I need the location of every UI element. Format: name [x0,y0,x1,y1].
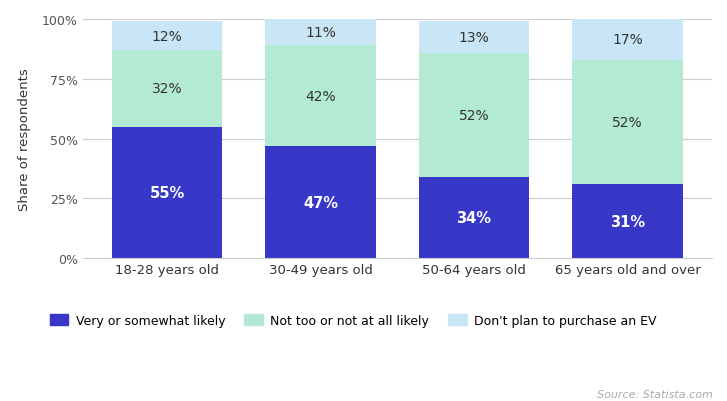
Text: 17%: 17% [612,33,643,47]
Bar [419,53,529,178]
Bar [419,178,529,259]
Text: 13%: 13% [459,31,489,45]
Text: 12%: 12% [152,30,182,44]
Bar [572,185,683,259]
Text: 55%: 55% [150,186,185,200]
Text: 31%: 31% [610,214,645,229]
Bar [265,46,376,146]
Text: 47%: 47% [303,195,338,210]
Text: 34%: 34% [457,211,491,226]
Bar [112,22,222,51]
Bar [265,146,376,259]
Legend: Very or somewhat likely, Not too or not at all likely, Don't plan to purchase an: Very or somewhat likely, Not too or not … [44,308,663,333]
Bar [572,61,683,185]
Text: 52%: 52% [612,115,643,130]
Text: 52%: 52% [459,108,489,122]
Bar [112,51,222,128]
Text: 42%: 42% [305,89,336,103]
Bar [419,22,529,53]
Text: Source: Statista.com: Source: Statista.com [597,389,712,399]
Bar [572,20,683,61]
Text: 11%: 11% [305,26,336,40]
Text: 32%: 32% [152,82,182,96]
Bar [265,20,376,46]
Y-axis label: Share of respondents: Share of respondents [17,68,31,211]
Bar [112,128,222,259]
